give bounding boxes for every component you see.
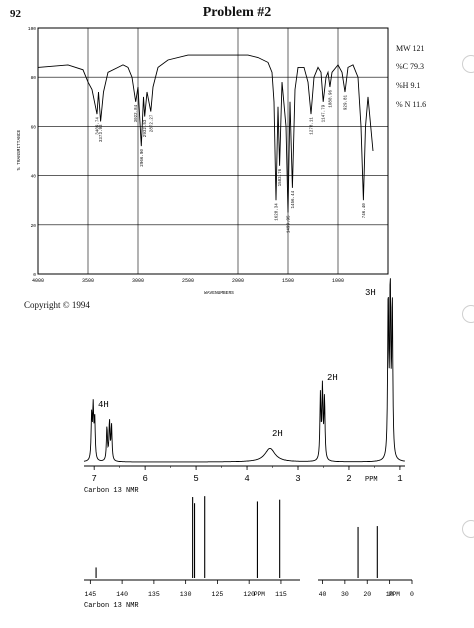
- c-nmr-main-ppm-label: PPM: [254, 591, 265, 598]
- ir-peak-label: 2872.27: [150, 114, 154, 132]
- ir-peak-label: 3409.74: [97, 117, 101, 135]
- ir-y-tick-label: 80: [31, 75, 37, 81]
- binder-hole-bottom: [462, 520, 474, 538]
- page-number: 92: [10, 8, 21, 20]
- c-nmr-main-tick-label: 125: [212, 591, 224, 598]
- h-nmr-tick-label: 5: [193, 474, 198, 484]
- problem-title: Problem #2: [202, 5, 272, 20]
- h-nmr-tick-label: 6: [142, 474, 147, 484]
- ir-x-tick-label: 2000: [232, 278, 244, 284]
- h-nmr-tick-label: 2: [346, 474, 351, 484]
- ir-peak-label: 746.40: [363, 203, 367, 219]
- ir-peak-label: 1499.95: [288, 215, 292, 233]
- ir-peak-labels: 3409.74 3373.93 3022.84 2966.90 2932.53 2872.…: [97, 90, 367, 234]
- percent-carbon: %C 79.3: [396, 62, 424, 71]
- ir-x-tick-label: 2500: [182, 278, 194, 284]
- integral-label-3h: 3H: [365, 288, 376, 298]
- ir-x-tick-label: 4000: [32, 278, 44, 284]
- ir-x-ticks: 4000 3500 3000 2500 2000 1500 1000: [32, 278, 344, 284]
- copyright-notice: Copyright © 1994: [24, 300, 90, 310]
- c-nmr-inset-ppm-label: PPM: [389, 591, 400, 598]
- c-nmr-main-ticks: 145 140 135 130 125 120 115: [85, 580, 287, 598]
- ir-grid: [37, 27, 389, 275]
- c-nmr-main-tick-label: 120: [243, 591, 255, 598]
- ir-peak-label: 3022.84: [135, 104, 139, 122]
- c-nmr-inset-tick-label: 40: [319, 591, 327, 598]
- h-nmr-trace: [83, 278, 405, 463]
- ir-peak-label: 3373.93: [100, 124, 104, 142]
- h-nmr-tick-label: 4: [244, 474, 249, 484]
- percent-nitrogen: % N 11.6: [396, 100, 427, 109]
- carbon13-label-top: Carbon 13 NMR: [84, 487, 139, 495]
- ir-peak-label: 2932.53: [144, 119, 148, 137]
- c-nmr-inset-tick-label: 30: [341, 591, 349, 598]
- c-nmr-main-tick-label: 115: [275, 591, 287, 598]
- ir-y-tick-label: 40: [31, 174, 37, 180]
- c-nmr-inset-tick-label: 10: [386, 591, 394, 598]
- ir-peak-label: 2966.90: [141, 149, 145, 167]
- ir-peak-label: 1270.11: [311, 117, 315, 135]
- integral-label-4h: 4H: [98, 400, 109, 410]
- c-nmr-inset-tick-label: 20: [363, 591, 371, 598]
- ir-peak-label: 1080.96: [329, 90, 333, 108]
- integral-label-2h-quartet: 2H: [327, 373, 338, 383]
- h-nmr-ppm-label: PPM: [365, 476, 378, 484]
- ir-y-tick-label: 20: [31, 223, 37, 229]
- binder-hole-top: [462, 55, 474, 73]
- ir-trace: [37, 54, 374, 213]
- ir-y-tick-label: 60: [31, 124, 37, 130]
- h-nmr-tick-label: 3: [295, 474, 300, 484]
- c-nmr-main-tick-label: 130: [180, 591, 192, 598]
- ir-x-tick-label: 3500: [82, 278, 94, 284]
- c-nmr-inset-tick-label: 0: [410, 591, 414, 598]
- h-nmr-tick-label: 7: [91, 474, 96, 484]
- ir-peak-label: 1620.34: [276, 203, 280, 221]
- ir-y-tick-label: 0: [33, 272, 36, 278]
- ir-peak-label: 1147.79: [323, 104, 327, 122]
- ir-x-tick-label: 1000: [332, 278, 344, 284]
- percent-hydrogen: %H 9.1: [396, 81, 421, 90]
- integral-label-2h-broad: 2H: [272, 429, 283, 439]
- ir-x-axis-label: WAVENUMBERS: [204, 290, 234, 296]
- c-nmr-main-tick-label: 135: [148, 591, 160, 598]
- ir-y-ticks: 100 80 60 40 20 0: [28, 26, 36, 278]
- c-nmr-inset-ticks: 40 30 20 10 0: [319, 580, 414, 598]
- ir-x-tick-label: 3000: [132, 278, 144, 284]
- c-nmr-main-peaks: [95, 496, 281, 578]
- ir-y-axis-label: % TRANSMITTANCE: [16, 129, 22, 170]
- c-nmr-main-tick-label: 145: [85, 591, 97, 598]
- molecular-weight: MW 121: [396, 44, 425, 53]
- h-nmr-spectrum: 7 6 5 4 3 2 1 4H 2H 2H 3H PPM Carbon 13 NMR: [83, 278, 405, 495]
- ir-x-tick-label: 1500: [282, 278, 294, 284]
- c-nmr-main-tick-label: 140: [116, 591, 128, 598]
- carbon13-label-bottom: Carbon 13 NMR: [84, 602, 139, 610]
- ir-y-tick-label: 100: [28, 26, 36, 32]
- ir-peak-label: 1583.76: [279, 168, 283, 186]
- ir-peak-label: 929.81: [345, 95, 349, 111]
- ir-spectrum: 100 80 60 40 20 0 4000 3500 3000 2500 2000 1500 100…: [16, 26, 389, 296]
- c-nmr-inset-peaks: [357, 526, 378, 578]
- h-nmr-ticks: 7 6 5 4 3 2 1: [91, 466, 403, 484]
- h-nmr-tick-label: 1: [397, 474, 402, 484]
- binder-hole-middle: [462, 305, 474, 323]
- ir-peak-label: 1456.44: [292, 190, 296, 208]
